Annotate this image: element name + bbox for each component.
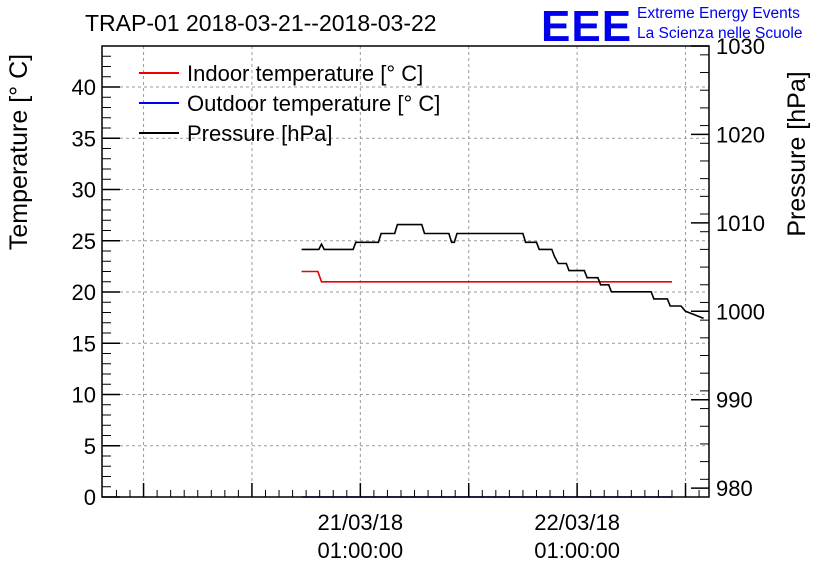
y-tick-label: 15 — [72, 331, 96, 356]
x-tick-label-date: 21/03/18 — [318, 510, 404, 535]
legend-label: Pressure [hPa] — [187, 121, 333, 146]
y-axis-label-right: Pressure [hPa] — [783, 71, 811, 236]
x-tick-label-time: 01:00:00 — [534, 538, 620, 563]
y-tick-label: 30 — [72, 178, 96, 203]
chart-title: TRAP-01 2018-03-21--2018-03-22 — [85, 10, 437, 36]
y-axis-label-left: Temperature [° C] — [5, 54, 33, 250]
axis-ticks: 0 5 10 15 20 25 30 35 40 980 990 1000 1010 1020 1030 21… — [72, 34, 765, 563]
y-right-tick-label: 1020 — [716, 122, 765, 147]
y-tick-label: 35 — [72, 126, 96, 151]
y-tick-label: 0 — [84, 485, 96, 510]
logo-line-2: La Scienza nelle Scuole — [637, 25, 802, 42]
series-line — [301, 223, 704, 320]
logo-mark: EEE — [541, 2, 632, 51]
y-tick-label: 20 — [72, 280, 96, 305]
legend: Indoor temperature [° C] Outdoor temperat… — [139, 61, 440, 146]
grid-lines — [102, 46, 709, 497]
x-tick-label-time: 01:00:00 — [318, 538, 404, 563]
legend-label: Outdoor temperature [° C] — [187, 91, 440, 116]
y-right-tick-label: 1010 — [716, 211, 765, 236]
series-lines — [301, 223, 704, 498]
y-tick-label: 10 — [72, 383, 96, 408]
y-right-tick-label: 990 — [716, 388, 753, 413]
legend-label: Indoor temperature [° C] — [187, 61, 423, 86]
y-right-tick-label: 1000 — [716, 299, 765, 324]
y-tick-label: 40 — [72, 75, 96, 100]
eee-logo: EEE Extreme Energy Events La Scienza nel… — [541, 2, 802, 51]
y-tick-label: 5 — [84, 434, 96, 459]
series-line — [301, 270, 672, 283]
y-right-tick-label: 1030 — [716, 34, 765, 59]
x-tick-label-date: 22/03/18 — [534, 510, 620, 535]
y-right-tick-label: 980 — [716, 476, 753, 501]
logo-line-1: Extreme Energy Events — [637, 5, 800, 22]
y-tick-label: 25 — [72, 229, 96, 254]
